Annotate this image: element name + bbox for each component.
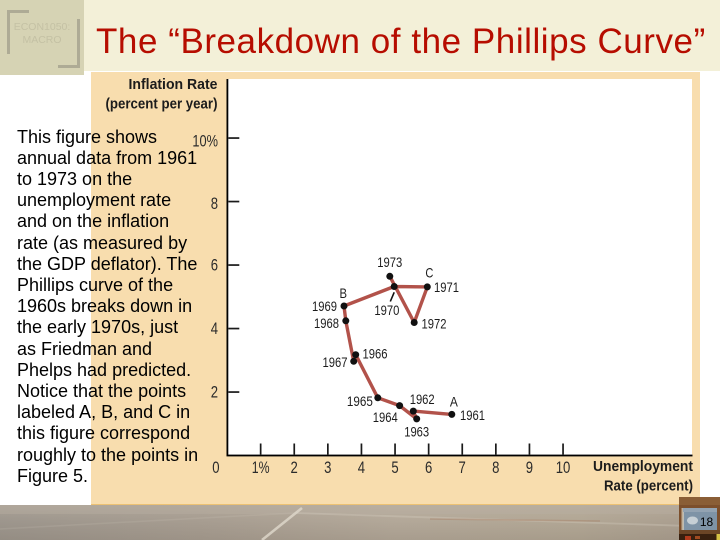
svg-text:1971: 1971	[434, 279, 459, 295]
svg-text:1970: 1970	[374, 302, 399, 318]
svg-text:C: C	[425, 265, 433, 281]
svg-text:0: 0	[212, 458, 219, 477]
svg-text:1968: 1968	[314, 315, 339, 331]
svg-text:1963: 1963	[404, 424, 429, 440]
svg-text:1973: 1973	[377, 254, 402, 270]
svg-text:2: 2	[291, 458, 298, 477]
svg-text:1961: 1961	[460, 407, 485, 423]
svg-text:Rate (percent): Rate (percent)	[604, 478, 693, 495]
svg-text:9: 9	[526, 458, 533, 477]
svg-text:10%: 10%	[192, 132, 218, 151]
svg-text:1972: 1972	[422, 315, 447, 331]
svg-text:B: B	[340, 285, 348, 301]
svg-text:4: 4	[211, 319, 218, 338]
svg-text:1965: 1965	[347, 393, 373, 409]
svg-text:6: 6	[211, 256, 218, 275]
svg-text:7: 7	[459, 458, 466, 477]
svg-text:6: 6	[425, 458, 432, 477]
svg-text:2: 2	[211, 383, 218, 402]
svg-text:10: 10	[556, 458, 571, 477]
svg-text:A: A	[450, 394, 459, 410]
svg-text:1962: 1962	[410, 391, 435, 407]
svg-text:(percent per year): (percent per year)	[106, 96, 218, 113]
svg-text:1967: 1967	[323, 354, 348, 370]
svg-text:8: 8	[492, 458, 499, 477]
svg-text:1969: 1969	[312, 298, 337, 314]
svg-text:5: 5	[391, 458, 398, 477]
svg-text:1%: 1%	[252, 458, 270, 477]
svg-text:Inflation Rate: Inflation Rate	[129, 76, 218, 93]
svg-text:3: 3	[324, 458, 331, 477]
svg-text:8: 8	[211, 194, 218, 213]
svg-text:1964: 1964	[373, 409, 398, 425]
svg-text:1966: 1966	[363, 346, 388, 362]
svg-text:4: 4	[358, 458, 365, 477]
svg-text:Unemployment: Unemployment	[593, 458, 693, 475]
